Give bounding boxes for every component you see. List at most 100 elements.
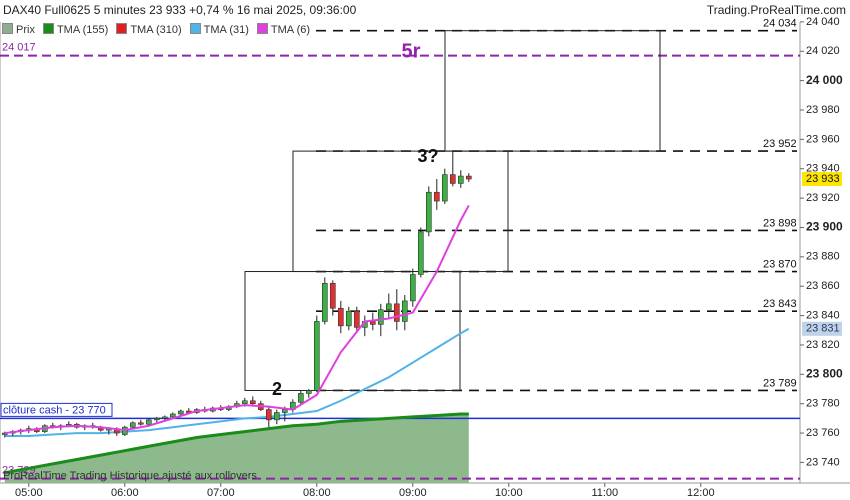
legend: Prix TMA (155) TMA (310) TMA (31) TMA (6) <box>2 23 310 36</box>
candle-body <box>146 419 152 425</box>
candle-body <box>369 321 376 325</box>
y-tick-label: 23 920 <box>806 192 840 204</box>
candle-body <box>178 410 184 415</box>
level-label: 23 952 <box>763 138 797 150</box>
candle-body <box>321 282 328 322</box>
y-tick-label: 23 760 <box>806 427 840 439</box>
candle-body <box>250 400 256 404</box>
y-tick-label: 23 900 <box>806 220 843 234</box>
y-tick-label: 23 980 <box>806 104 840 116</box>
y-tick-label: 23 840 <box>806 309 840 321</box>
price-tag-label: 23 831 <box>806 323 840 335</box>
y-tick-label: 24 000 <box>806 73 843 87</box>
legend-label: Prix <box>16 24 35 36</box>
x-tick-label: 08:00 <box>303 487 331 499</box>
cash-label-box <box>0 402 113 417</box>
candle-body <box>425 191 432 233</box>
cash-label: clôture cash - 23 770 <box>3 404 106 416</box>
y-tick-label: 23 960 <box>806 133 840 145</box>
y-tick-label: 23 940 <box>806 163 840 175</box>
chart-title: DAX40 Full0625 5 minutes 23 933 +0,74 % … <box>3 3 357 17</box>
box <box>444 30 661 152</box>
legend-label: TMA (155) <box>56 24 109 36</box>
y-tick-label: 23 880 <box>806 251 840 263</box>
x-tick-label: 07:00 <box>207 487 235 499</box>
level-label: 23 898 <box>763 217 797 229</box>
price-tag-label: 23 933 <box>806 173 840 185</box>
candle-body <box>433 191 440 202</box>
level-label: 23 870 <box>763 258 797 270</box>
tma-line <box>4 327 470 438</box>
candle-body <box>465 175 472 180</box>
candle-body <box>401 300 408 322</box>
candle-body <box>138 422 144 425</box>
y-tick-label: 23 740 <box>806 456 840 468</box>
candle-body <box>409 274 416 302</box>
annotation: 5r <box>402 40 421 62</box>
candle-body <box>377 309 384 325</box>
level-label: 23 789 <box>763 377 797 389</box>
candle-body <box>457 175 464 184</box>
legend-swatch <box>256 23 268 34</box>
candle-body <box>393 303 400 322</box>
candle-body <box>345 310 352 327</box>
candle-body <box>329 282 336 309</box>
candle-body <box>417 231 424 275</box>
annotation: 3? <box>417 146 438 166</box>
candle-body <box>313 321 320 391</box>
legend-swatch <box>116 23 128 34</box>
candle-body <box>297 393 304 403</box>
candle-body <box>130 422 136 428</box>
x-tick-label: 06:00 <box>111 487 139 499</box>
legend-swatch <box>189 23 201 34</box>
candle-body <box>337 307 344 327</box>
legend-item: TMA (155) <box>42 23 109 36</box>
x-tick-label: 12:00 <box>687 487 715 499</box>
legend-item: TMA (310) <box>116 23 182 36</box>
tma-line <box>4 412 469 475</box>
tma-line <box>4 204 470 435</box>
price-tag <box>802 172 842 187</box>
candle-body <box>449 174 456 184</box>
legend-item: TMA (31) <box>189 23 249 36</box>
x-tick-label: 11:00 <box>591 487 618 499</box>
candle-body <box>265 409 272 421</box>
y-tick-label: 23 860 <box>806 280 840 292</box>
candle-body <box>154 418 160 421</box>
legend-swatch <box>42 23 54 34</box>
footer: ProRealTime Trading Historique ajusté au… <box>3 470 257 482</box>
candle-body <box>242 400 248 404</box>
legend-swatch <box>2 23 13 34</box>
candle-body <box>353 310 360 328</box>
tma-area <box>4 413 469 483</box>
box <box>292 150 509 273</box>
y-tick-label: 23 800 <box>806 366 843 380</box>
legend-label: TMA (6) <box>270 24 311 36</box>
y-tick-label: 24 020 <box>806 45 840 57</box>
source: Trading.ProRealTime.com <box>706 3 846 17</box>
candle-body <box>281 409 288 413</box>
legend-label: TMA (310) <box>130 24 182 36</box>
candle-body <box>305 390 312 394</box>
purple-level-label: 24 017 <box>2 42 36 54</box>
candle-body <box>441 174 448 202</box>
legend-item: TMA (6) <box>256 23 311 36</box>
candle-body <box>162 416 168 419</box>
level-label: 24 034 <box>763 18 797 30</box>
legend-item: Prix <box>2 23 35 36</box>
level-label: 23 843 <box>763 298 797 310</box>
y-tick-label: 24 040 <box>806 16 840 28</box>
y-tick-label: 23 820 <box>806 339 840 351</box>
candle-body <box>170 413 176 418</box>
annotation: 2 <box>272 379 282 399</box>
legend-label: TMA (31) <box>203 24 249 36</box>
box <box>244 271 461 391</box>
price-tag <box>802 321 842 336</box>
x-tick-label: 10:00 <box>495 487 523 499</box>
candle-body <box>273 412 280 421</box>
candle-body <box>385 303 392 311</box>
x-tick-label: 05:00 <box>15 487 43 499</box>
y-tick-label: 23 780 <box>806 398 840 410</box>
